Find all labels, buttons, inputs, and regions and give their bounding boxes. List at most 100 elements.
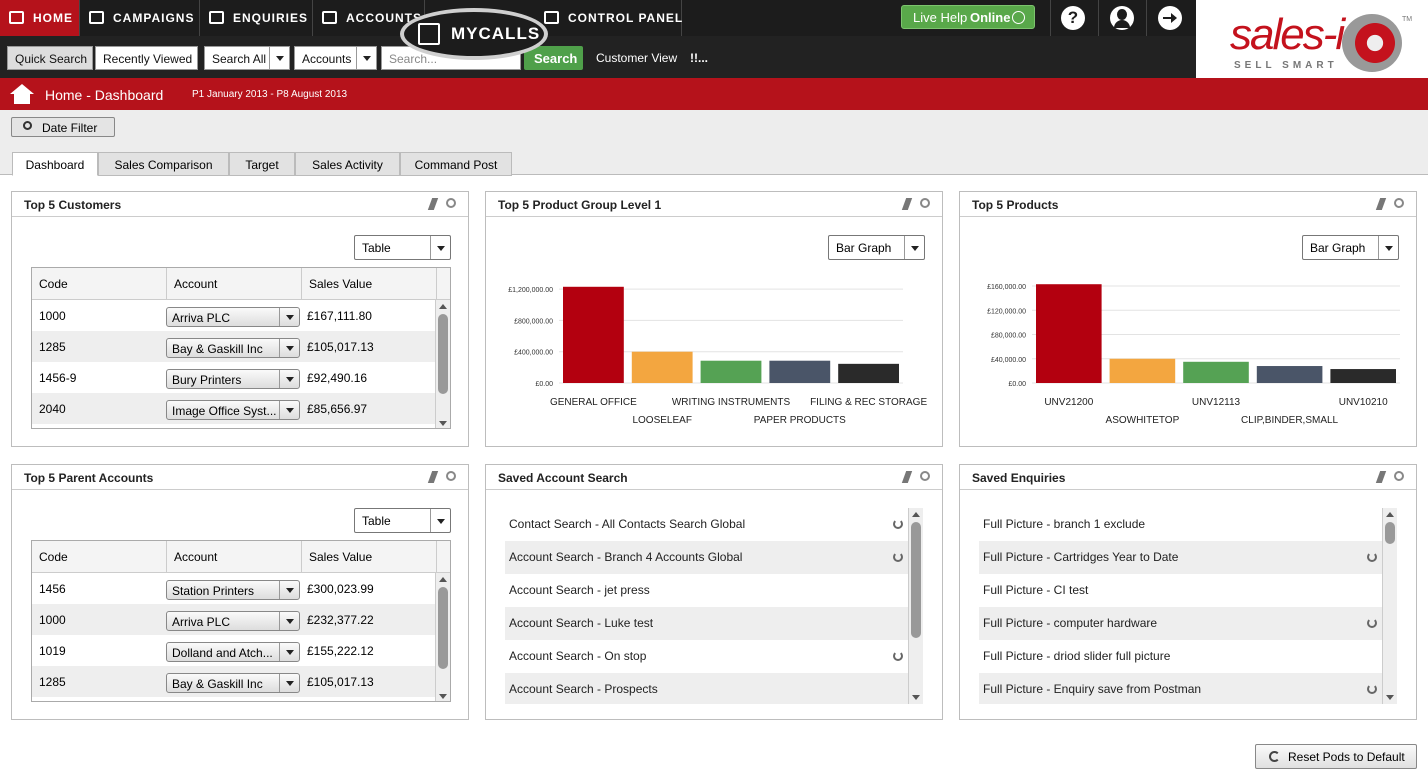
tab[interactable]: Target [229, 152, 295, 176]
account-cell: Arriva PLC [172, 615, 231, 629]
search-entity-select[interactable]: Accounts [294, 46, 377, 70]
pod-zoom-icon[interactable] [446, 471, 456, 481]
scrollbar[interactable] [1382, 508, 1397, 704]
account-select[interactable]: Arriva PLC [166, 307, 300, 327]
scrollbar[interactable] [435, 300, 450, 428]
saved-item[interactable]: Account Search - Luke test [505, 607, 908, 640]
saved-item[interactable]: Account Search - On stop [505, 640, 908, 673]
refresh-icon[interactable] [893, 519, 903, 529]
dropdown-arrow [279, 674, 299, 692]
nav-item[interactable]: CONTROL PANEL [535, 0, 682, 36]
saved-item[interactable]: Account Search - Prospects [505, 673, 908, 704]
pod-zoom-icon[interactable] [920, 198, 930, 208]
saved-item[interactable]: Full Picture - computer hardware [979, 607, 1382, 640]
saved-item[interactable]: Full Picture - CI test [979, 574, 1382, 607]
pod-zoom-icon[interactable] [1394, 198, 1404, 208]
table-row: 2040 Image Office Syst... £85,656.97 [32, 393, 435, 424]
user-head [1117, 9, 1127, 20]
x-tick-label: PAPER PRODUCTS [754, 415, 846, 426]
logout-button[interactable] [1158, 6, 1182, 30]
saved-item[interactable]: Full Picture - Enquiry save from Postman [979, 673, 1382, 704]
search-button[interactable]: Search [524, 46, 583, 70]
pod-pin-icon[interactable] [427, 471, 439, 483]
quick-search-tab[interactable]: Quick Search [7, 46, 93, 70]
account-select[interactable]: Arriva PLC [166, 611, 300, 631]
scrollbar[interactable] [908, 508, 923, 704]
extra-link[interactable]: !!... [690, 51, 708, 65]
account-cell: Dolland and Atch... [172, 646, 273, 660]
saved-item-label: Full Picture - driod slider full picture [983, 649, 1171, 663]
nav-item[interactable]: CAMPAIGNS [80, 0, 200, 36]
account-select[interactable]: Dolland and Atch... [166, 642, 300, 662]
view-select-label: Table [362, 514, 391, 528]
saved-item[interactable]: Full Picture - branch 1 exclude [979, 508, 1382, 541]
tab[interactable]: Sales Activity [295, 152, 400, 176]
pod-zoom-icon[interactable] [920, 471, 930, 481]
logo-tagline: SELL SMART [1234, 60, 1338, 71]
saved-item[interactable]: Contact Search - All Contacts Search Glo… [505, 508, 908, 541]
search-scope-select[interactable]: Search All [204, 46, 290, 70]
account-select[interactable]: Bay & Gaskill Inc [166, 338, 300, 358]
account-select[interactable]: Bury Printers [166, 369, 300, 389]
nav-item[interactable]: HOME [0, 0, 80, 36]
reset-pods-button[interactable]: Reset Pods to Default [1255, 744, 1417, 769]
mycalls-button[interactable]: MYCALLS [400, 8, 548, 60]
pod-title: Top 5 Products [972, 198, 1059, 212]
bar [631, 351, 693, 383]
code-cell: 1456 [39, 582, 66, 596]
saved-item[interactable]: Full Picture - driod slider full picture [979, 640, 1382, 673]
arrow-glyph [286, 346, 294, 351]
y-tick-label: £1,200,000.00 [508, 287, 553, 294]
recently-viewed-tab[interactable]: Recently Viewed [95, 46, 198, 70]
logo: sales-i SELL SMART TM [1196, 0, 1428, 78]
refresh-icon[interactable] [1367, 552, 1377, 562]
pod-zoom-icon[interactable] [446, 198, 456, 208]
tab[interactable]: Command Post [400, 152, 512, 176]
pod-pin-icon[interactable] [901, 471, 913, 483]
saved-item[interactable]: Full Picture - Cartridges Year to Date [979, 541, 1382, 574]
view-select[interactable]: Bar Graph [1302, 235, 1399, 260]
view-select[interactable]: Table [354, 508, 451, 533]
pod-title: Top 5 Parent Accounts [24, 471, 154, 485]
view-select[interactable]: Bar Graph [828, 235, 925, 260]
customer-view-link[interactable]: Customer View [596, 51, 678, 65]
account-select[interactable]: Bay & Gaskill Inc [166, 673, 300, 693]
table-row: 1456 Station Printers £300,023.99 [32, 573, 435, 604]
live-help-button[interactable]: Live Help Online [901, 5, 1035, 29]
dropdown-arrow [279, 370, 299, 388]
refresh-icon[interactable] [1367, 684, 1377, 694]
bar [1109, 358, 1176, 383]
table-header: Code Account Sales Value [32, 268, 450, 300]
table-row: 1000 Arriva PLC £167,111.80 [32, 300, 435, 331]
account-cell: Bay & Gaskill Inc [172, 342, 263, 356]
dropdown-arrow [279, 581, 299, 599]
account-select[interactable]: Station Printers [166, 580, 300, 600]
tab[interactable]: Sales Comparison [98, 152, 229, 176]
scrollbar[interactable] [435, 573, 450, 701]
user-button[interactable] [1110, 6, 1134, 30]
pod-pin-icon[interactable] [1375, 471, 1387, 483]
recently-viewed-tab-label: Recently Viewed [103, 52, 193, 66]
tab[interactable]: Dashboard [12, 152, 98, 176]
logo-name: sales-i [1230, 10, 1345, 59]
arrow-glyph [286, 650, 294, 655]
refresh-icon[interactable] [893, 552, 903, 562]
pod-zoom-icon[interactable] [1394, 471, 1404, 481]
account-select[interactable]: Image Office Syst... [166, 400, 300, 420]
saved-item-label: Full Picture - CI test [983, 583, 1089, 597]
saved-item[interactable]: Account Search - jet press [505, 574, 908, 607]
reset-icon [1269, 751, 1280, 762]
saved-item[interactable]: Account Search - Branch 4 Accounts Globa… [505, 541, 908, 574]
date-filter-button[interactable]: Date Filter [11, 117, 115, 137]
column-divider [436, 268, 437, 300]
pod-pin-icon[interactable] [427, 198, 439, 210]
arrow-glyph [286, 408, 294, 413]
refresh-icon[interactable] [1367, 618, 1377, 628]
help-button[interactable]: ? [1061, 6, 1085, 30]
nav-item[interactable]: ENQUIRIES [200, 0, 313, 36]
pod-title: Top 5 Product Group Level 1 [498, 198, 662, 212]
view-select[interactable]: Table [354, 235, 451, 260]
refresh-icon[interactable] [893, 651, 903, 661]
live-help-icon [1012, 11, 1025, 24]
x-tick-label: CLIP,BINDER,SMALL [1241, 415, 1339, 426]
